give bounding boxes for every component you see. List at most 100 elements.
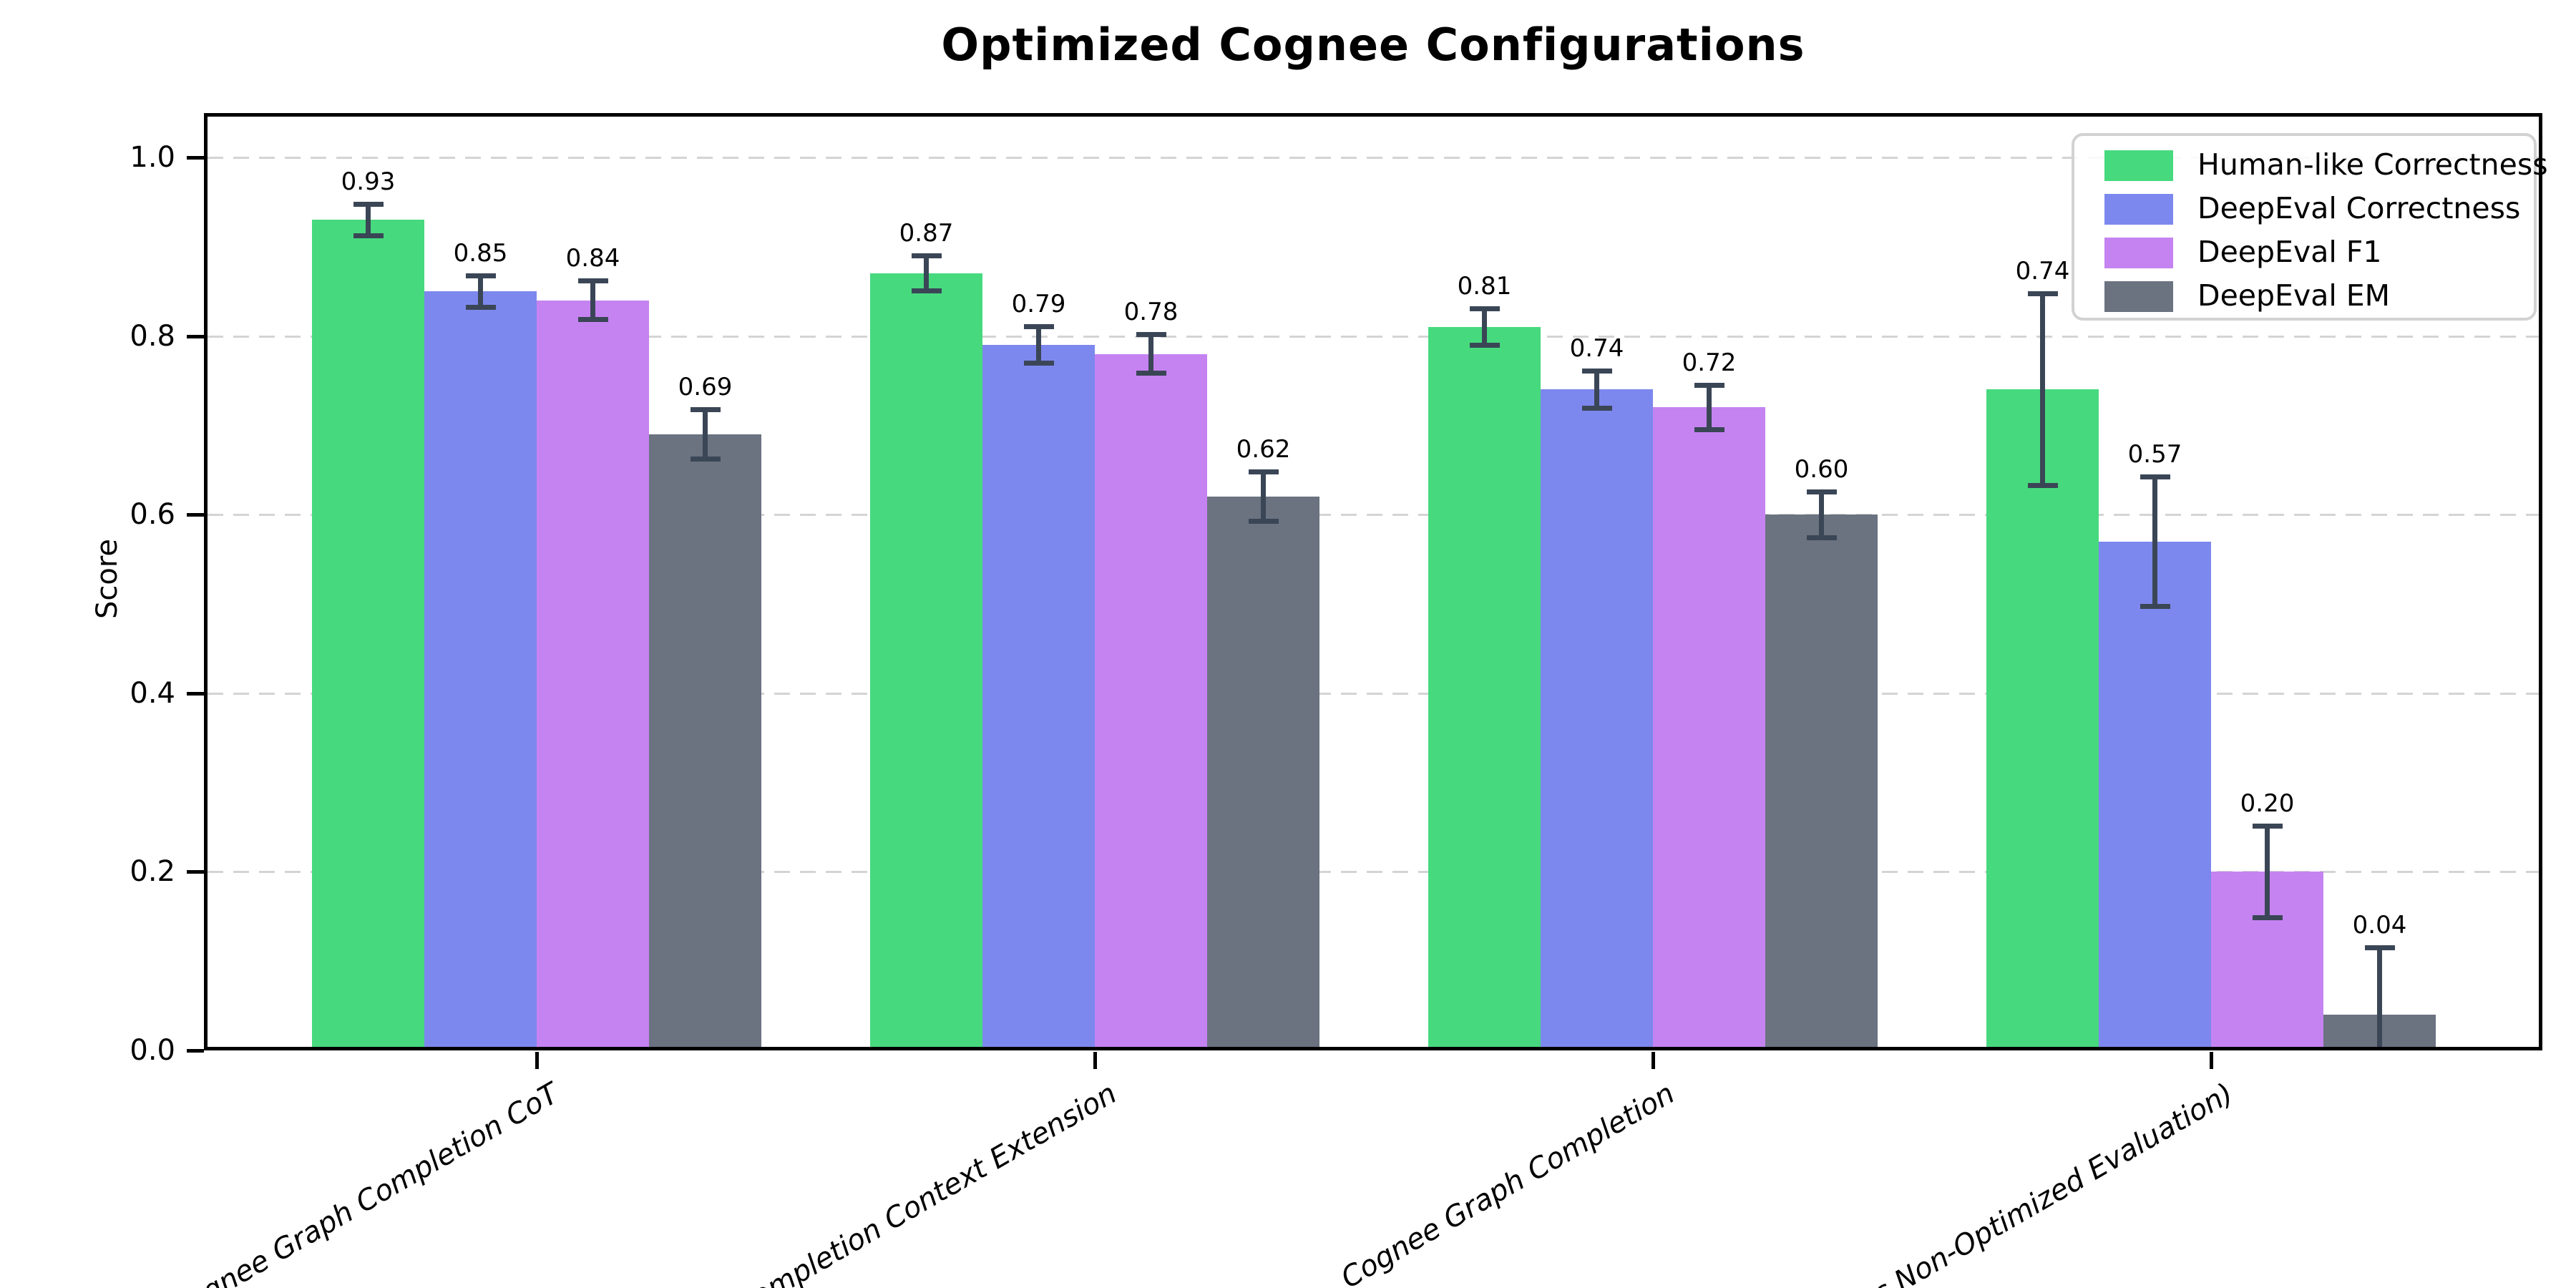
error-bar-cap-top [1806,489,1837,494]
error-bar-cap-bottom [465,304,496,310]
bar-value-label: 0.85 [453,238,508,268]
y-tick-mark [187,513,204,517]
bar-2-3 [1541,389,1653,1050]
legend-label: DeepEval Correctness [2197,191,2521,225]
y-tick-mark [187,334,204,338]
error-bar-cap-bottom [911,288,942,294]
y-tick-mark [187,691,204,696]
bar-value-label: 0.69 [678,372,733,401]
bar-2-4 [2099,541,2211,1050]
error-bar-cap-bottom [1694,426,1724,432]
bar-4-3 [1765,514,1878,1050]
y-tick-label: 0.8 [130,319,175,353]
error-bar-cap-top [465,273,496,278]
gridline [208,514,2539,517]
bar-2-1 [424,291,537,1050]
bar-value-label: 0.72 [1682,348,1737,378]
bar-1-4 [1986,389,2099,1050]
x-tick-label-1: Cognee Graph Completion CoT [164,1077,565,1288]
error-bar-cap-top [577,278,608,284]
error-bar-line [703,409,708,459]
error-bar-line [2265,825,2270,919]
error-bar-cap-top [2252,823,2283,829]
bar-value-label: 0.20 [2240,789,2295,818]
error-bar-cap-bottom [577,317,608,323]
bar-value-label: 0.79 [1011,289,1066,318]
error-bar-cap-bottom [1136,371,1166,376]
error-bar-line [590,280,595,321]
bar-4-2 [1207,497,1319,1050]
legend-swatch [2104,150,2173,181]
legend-swatch [2104,238,2173,268]
error-bar-cap-top [2027,291,2058,296]
bar-value-label: 0.74 [1569,334,1624,364]
error-bar-cap-bottom [1248,519,1279,525]
x-tick-mark [2210,1052,2213,1069]
bar-3-2 [1095,353,1207,1050]
error-bar-cap-top [1248,469,1279,475]
error-bar-line [2040,293,2045,487]
x-tick-label-2: Cognee Graph Completion Context Extensio… [542,1077,1123,1288]
bar-value-label: 0.78 [1123,298,1179,327]
x-tick-mark [1093,1052,1097,1069]
bar-3-3 [1653,407,1765,1050]
error-bar-line [478,275,483,308]
error-bar-cap-bottom [1581,405,1612,411]
gridline [208,157,2539,159]
bar-value-label: 0.93 [341,167,396,196]
error-bar-cap-top [1469,306,1500,311]
y-tick-label: 0.2 [130,855,175,889]
legend-label: Human-like Correctness [2197,147,2548,182]
error-bar-cap-top [1581,369,1612,374]
error-bar-cap-bottom [353,233,384,238]
error-bar-line [1707,385,1712,430]
error-bar-cap-bottom [2027,483,2058,489]
y-tick-mark [187,870,204,874]
x-tick-mark [535,1052,539,1069]
y-tick-label: 0.6 [130,498,175,532]
gridline [208,335,2539,338]
error-bar-line [1036,326,1041,364]
error-bar-line [2377,947,2382,1050]
gridline [208,692,2539,695]
error-bar-cap-bottom [1469,343,1500,348]
legend: Human-like Correctness DeepEval Correctne… [2072,133,2548,321]
bar-1-2 [870,273,982,1050]
error-bar-cap-top [690,406,721,412]
legend-item: DeepEval EM [2074,274,2534,318]
error-bar-cap-top [1694,383,1724,389]
bar-1-1 [312,220,424,1050]
y-tick-mark [187,1049,204,1053]
bar-value-label: 0.62 [1236,435,1291,464]
error-bar-line [924,255,929,292]
bar-value-label: 0.87 [899,219,954,248]
error-bar-line [1594,371,1599,409]
chart-title: Optimized Cognee Configurations [941,19,1805,71]
legend-label: DeepEval F1 [2197,235,2382,269]
bar-value-label: 0.74 [2015,256,2070,286]
error-bar-cap-top [353,201,384,207]
error-bar-cap-top [1136,332,1166,338]
error-bar-cap-top [2364,945,2395,951]
error-bar-cap-top [911,253,942,259]
x-tick-mark [1652,1052,1655,1069]
y-tick-label: 0.4 [130,676,175,710]
bar-1-3 [1428,327,1541,1050]
error-bar-line [1482,308,1487,346]
x-tick-label-3: Cognee Graph Completion [1335,1077,1681,1288]
bar-4-1 [649,434,761,1050]
y-tick-label: 1.0 [130,141,175,174]
bar-3-1 [537,300,649,1050]
x-tick-label-4: Cognee (Previous Non-Optimized Evaluatio… [1663,1077,2239,1288]
y-tick-label: 0.0 [130,1034,175,1067]
error-bar-cap-bottom [1023,361,1054,366]
legend-item: Human-like Correctness [2074,143,2548,187]
legend-swatch [2104,281,2173,312]
legend-label: DeepEval EM [2197,278,2391,313]
error-bar-cap-top [1023,323,1054,329]
legend-swatch [2104,194,2173,225]
error-bar-line [366,203,371,236]
bar-value-label: 0.60 [1794,454,1849,484]
error-bar-cap-bottom [2252,915,2283,921]
